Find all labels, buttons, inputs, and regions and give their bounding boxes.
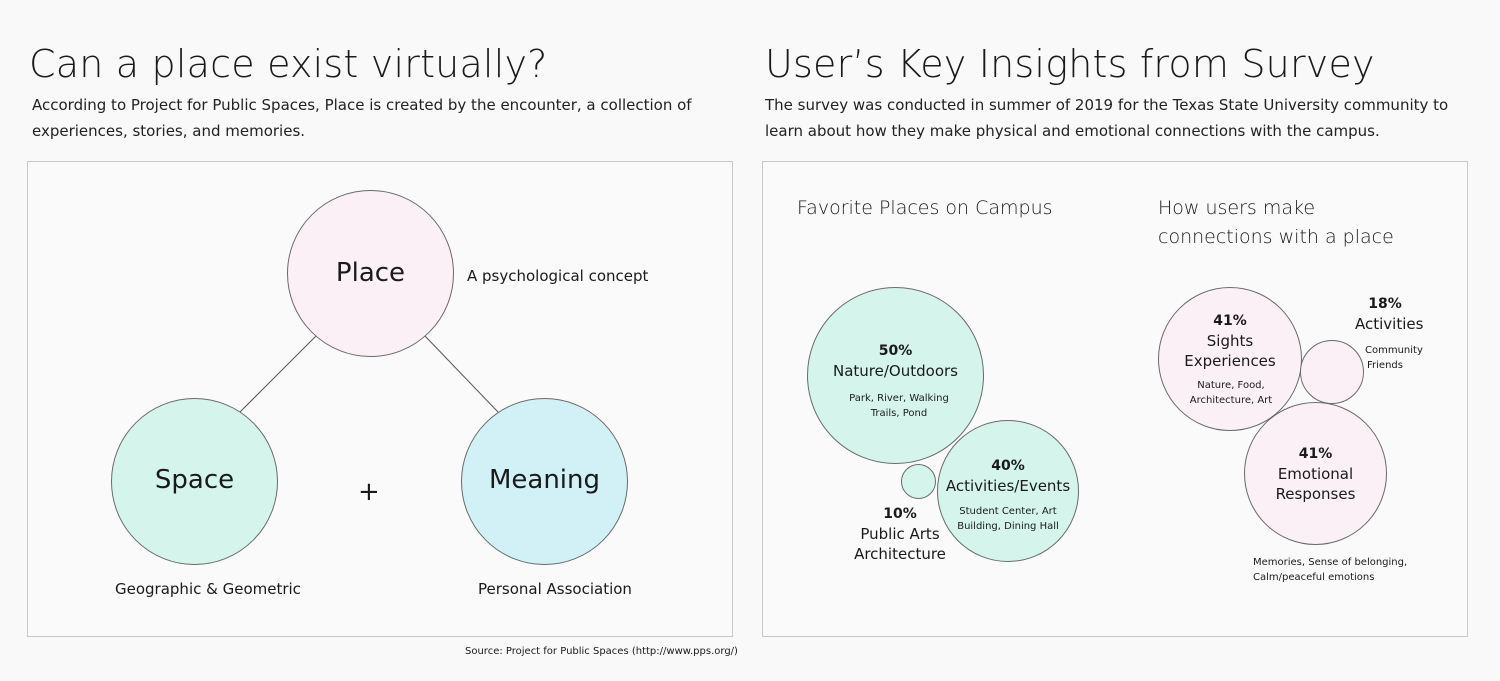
nature-bubble	[807, 287, 984, 464]
place-circle	[287, 190, 454, 357]
sights-bubble	[1158, 287, 1302, 431]
public-arts-text: 10% Public Arts Architecture	[845, 506, 955, 564]
right-description: The survey was conducted in summer of 20…	[765, 96, 1449, 140]
favorite-places-heading: Favorite Places on Campus	[797, 197, 1053, 219]
activities-events-bubble	[937, 420, 1079, 562]
nature-pct: 50%	[878, 343, 913, 359]
right-title: User’s Key Insights from Survey	[765, 42, 1375, 86]
sights-name: Sights Experiences	[1184, 332, 1276, 370]
activities-name: Activities	[1355, 315, 1424, 333]
left-description: According to Project for Public Spaces, …	[32, 96, 692, 140]
plus-sign: +	[358, 477, 380, 507]
sights-pct: 41%	[1213, 313, 1247, 329]
public-arts-name: Public Arts Architecture	[854, 525, 946, 563]
activities-bubble	[1300, 340, 1364, 404]
nature-details: Park, River, Walking Trails, Pond	[849, 393, 949, 419]
place-space-connector	[239, 335, 317, 413]
activities-text: 18% Activities	[1355, 296, 1424, 334]
meaning-circle	[461, 398, 628, 565]
emotional-name: Emotional Responses	[1275, 465, 1356, 503]
activities-details: Community Friends	[1365, 345, 1423, 371]
activities-events-text: 40% Activities/Events	[937, 458, 1079, 496]
left-title: Can a place exist virtually?	[29, 42, 548, 86]
connections-heading: How users make connections with a place	[1158, 197, 1394, 248]
activities-events-details: Student Center, Art Building, Dining Hal…	[957, 506, 1059, 532]
meaning-note: Personal Association	[478, 580, 632, 598]
space-circle	[111, 398, 278, 565]
meaning-label: Meaning	[488, 465, 601, 495]
nature-name: Nature/Outdoors	[833, 362, 958, 380]
emotional-details: Memories, Sense of belonging, Calm/peace…	[1253, 557, 1408, 583]
place-meaning-connector	[424, 335, 499, 413]
activities-events-name: Activities/Events	[945, 477, 1071, 495]
emotional-pct: 41%	[1298, 446, 1333, 462]
place-note: A psychological concept	[467, 267, 649, 285]
space-label: Space	[154, 465, 235, 495]
public-arts-pct: 10%	[883, 506, 917, 522]
sights-text: 41% Sights Experiences	[1158, 313, 1302, 371]
activities-pct: 18%	[1368, 296, 1402, 312]
place-label: Place	[335, 258, 406, 288]
nature-text: 50% Nature/Outdoors	[807, 343, 984, 381]
space-note: Geographic & Geometric	[115, 580, 301, 598]
sights-details: Nature, Food, Architecture, Art	[1189, 380, 1273, 406]
activities-events-pct: 40%	[991, 458, 1025, 474]
emotional-bubble	[1244, 402, 1387, 545]
public-arts-bubble	[901, 464, 936, 499]
emotional-text: 41% Emotional Responses	[1244, 446, 1387, 504]
source-note: Source: Project for Public Spaces (http:…	[465, 646, 738, 657]
